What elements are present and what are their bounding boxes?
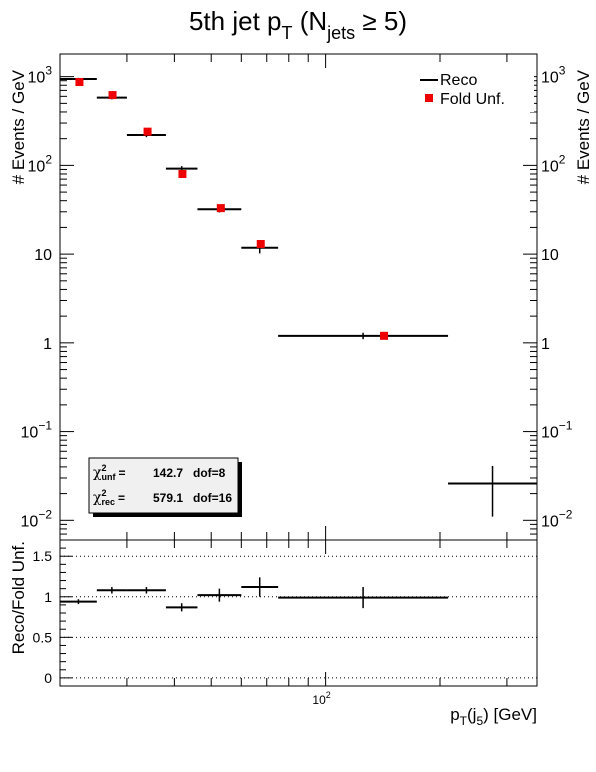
chi2-stats-box: χ2 unf = 142.7 dof=8 χ2 rec = 579.1 dof=16 (88, 457, 242, 517)
stats-chi2-value: 142.7 (153, 466, 183, 480)
ratio-y-tick-label: 1.5 (33, 548, 53, 564)
stats-row: χ2 unf = (93, 463, 126, 482)
chart-title: 5th jet pT (Njets ≥ 5) (189, 6, 407, 43)
fold-unf-marker (256, 240, 265, 249)
x-tick-label: 102 (312, 690, 330, 707)
fold-unf-marker (178, 169, 187, 178)
legend-label-reco: Reco (440, 72, 477, 89)
fold-unf-marker (380, 331, 389, 340)
stats-dof-value: dof=16 (193, 491, 232, 505)
fold-unf-marker (75, 78, 84, 87)
legend-background (416, 62, 534, 112)
ratio-plot-panel: 102 0 0.5 1 1.5 (33, 539, 538, 707)
y-tick-label-right: 10 (541, 247, 559, 264)
y-tick-label-right: 103 (541, 64, 566, 87)
ratio-y-axis-label: Reco/Fold Unf. (9, 541, 28, 654)
ratio-y-tick-label: 0.5 (33, 629, 53, 645)
y-tick-label-right: 10−1 (541, 419, 573, 442)
y-tick-label-left: 1 (43, 336, 52, 353)
stats-dof-value: dof=8 (193, 466, 226, 480)
legend: Reco Fold Unf. (416, 62, 534, 112)
x-axis-label: pT(j5) [GeV] (450, 705, 537, 728)
y-tick-label-right: 1 (541, 336, 550, 353)
y-tick-label-left: 103 (28, 64, 53, 87)
ratio-plot-frame (59, 539, 538, 687)
fold-unf-marker (216, 204, 225, 213)
y-axis-label-left: # Events / GeV (9, 69, 28, 184)
y-axis-label-right: # Events / GeV (574, 69, 593, 184)
stats-box-panel (88, 457, 239, 514)
y-tick-label-right: 102 (541, 152, 566, 175)
fold-unf-marker (143, 127, 152, 136)
y-tick-label-left: 10−1 (21, 419, 53, 442)
main-plot-panel: 10−2 10−2 10−1 10−1 1 1 10 10 102 102 103 103 Reco Fo… (21, 53, 573, 541)
ratio-y-tick-label: 1 (44, 589, 52, 605)
y-tick-label-right: 10−2 (541, 507, 573, 530)
stats-chi2-value: 579.1 (153, 491, 183, 505)
legend-square-swatch (425, 94, 433, 102)
y-tick-label-left: 10−2 (21, 507, 53, 530)
y-tick-label-left: 102 (28, 152, 53, 175)
stats-row: χ2 rec = (93, 488, 125, 507)
y-tick-label-left: 10 (34, 247, 52, 264)
ratio-y-tick-label: 0 (44, 670, 52, 686)
fold-unf-marker (108, 91, 117, 100)
legend-label-fold-unf: Fold Unf. (440, 91, 505, 108)
